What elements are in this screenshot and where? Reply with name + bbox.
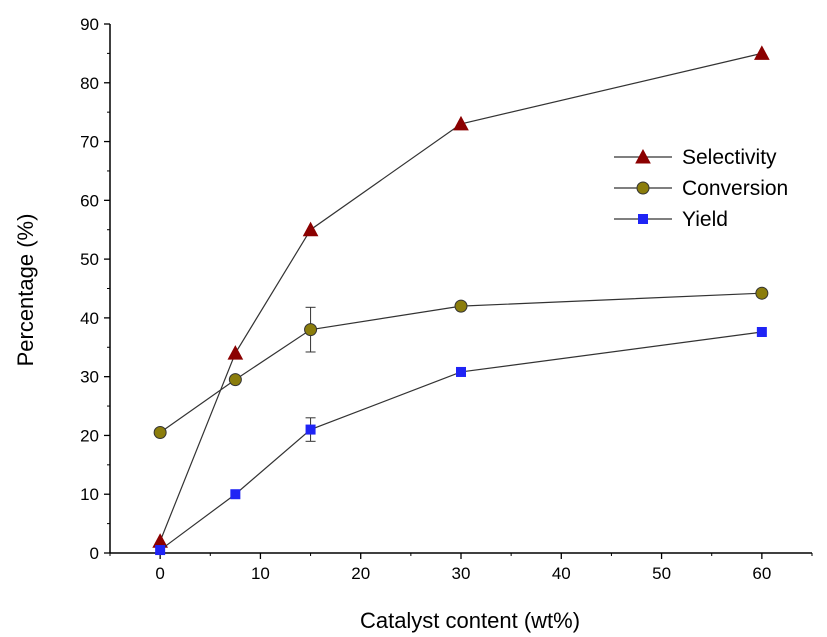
y-tick-label: 40 — [80, 309, 99, 328]
data-point — [456, 366, 466, 377]
y-tick-label: 20 — [80, 426, 99, 445]
data-point — [302, 221, 319, 237]
legend-marker — [635, 148, 651, 164]
data-point — [304, 323, 318, 337]
x-tick-label: 50 — [652, 564, 671, 583]
series-conversion — [153, 286, 769, 440]
legend-label: Conversion — [682, 177, 788, 200]
series-yield — [155, 326, 767, 556]
series-line — [159, 331, 762, 551]
data-point — [754, 45, 770, 60]
x-tick-label: 60 — [752, 564, 771, 583]
axes: 0 10 20 30 40 50 60 70 80 90 0 10 20 30 40 50 60 — [80, 15, 813, 583]
legend-label: Selectivity — [682, 146, 777, 169]
y-axis-title: Percentage (%) — [13, 214, 38, 367]
y-tick-label: 90 — [80, 15, 99, 34]
y-tick-label: 30 — [80, 368, 99, 387]
data-point — [153, 426, 167, 440]
series-layer — [152, 45, 770, 556]
data-point — [305, 424, 316, 435]
data-point — [227, 345, 244, 360]
y-tick-label: 10 — [80, 485, 99, 504]
x-tick-label: 40 — [552, 564, 571, 583]
x-tick-label: 0 — [155, 564, 164, 583]
x-tick-label: 20 — [351, 564, 370, 583]
legend-marker — [638, 214, 648, 224]
data-point — [453, 115, 469, 131]
data-point — [228, 373, 242, 387]
legend-item: Conversion — [614, 177, 788, 200]
y-tick-label: 60 — [80, 191, 99, 210]
legend-item: Yield — [614, 208, 728, 231]
data-point — [155, 545, 166, 556]
y-tick-label: 70 — [80, 133, 99, 152]
data-point — [230, 489, 241, 500]
legend-label: Yield — [682, 208, 728, 231]
legend-marker — [636, 181, 650, 195]
x-axis-title: Catalyst content (wt%) — [360, 608, 580, 633]
series-selectivity — [152, 45, 770, 548]
y-tick-label: 80 — [80, 74, 99, 93]
data-point — [454, 299, 468, 313]
data-point — [756, 326, 767, 337]
x-tick-label: 30 — [452, 564, 471, 583]
y-tick-label: 50 — [80, 250, 99, 269]
legend: Selectivity Conversion Yield — [614, 146, 788, 231]
series-line — [159, 292, 762, 433]
data-point — [755, 286, 769, 300]
x-tick-label: 10 — [251, 564, 270, 583]
y-tick-label: 0 — [90, 544, 99, 563]
legend-item: Selectivity — [614, 146, 777, 169]
